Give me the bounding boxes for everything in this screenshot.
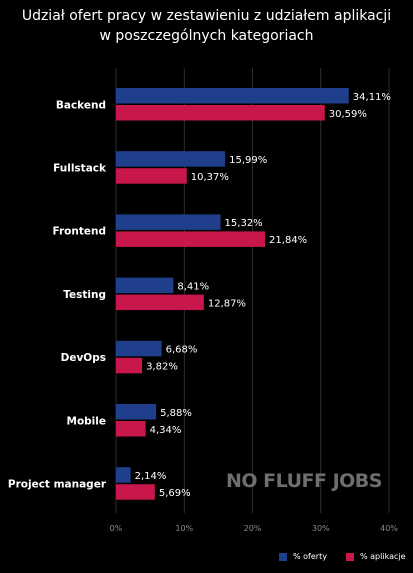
category-label: Project manager xyxy=(8,478,107,490)
bar-applications xyxy=(116,231,266,247)
category-label: Testing xyxy=(63,289,106,301)
data-label-applications: 30,59% xyxy=(329,109,367,120)
bar-offers xyxy=(116,467,131,483)
bar-chart: 0% 10% 20% 30% 40% Backend 34,11% 30,59% Fullsta… xyxy=(8,68,398,533)
bar-applications xyxy=(116,294,204,311)
legend-swatch-offers xyxy=(279,552,287,561)
bar-applications xyxy=(116,484,155,500)
bar-offers xyxy=(116,404,157,420)
data-label-applications: 10,37% xyxy=(191,172,229,183)
data-label-offers: 34,11% xyxy=(353,92,391,103)
data-label-offers: 5,88% xyxy=(160,408,192,419)
x-tick-label: 10% xyxy=(175,524,193,533)
labels: 0% 10% 20% 30% 40% Backend 34,11% 30,59% Fullsta… xyxy=(8,92,398,533)
bar-offers xyxy=(116,277,174,294)
data-label-applications: 4,34% xyxy=(150,425,182,436)
legend-label-offers: % oferty xyxy=(293,552,327,561)
category-label: DevOps xyxy=(61,352,106,364)
bar-offers xyxy=(116,214,221,230)
category-label: Mobile xyxy=(67,415,107,427)
data-label-applications: 12,87% xyxy=(208,298,246,309)
bars xyxy=(116,88,349,500)
legend-label-applications: % aplikacje xyxy=(360,552,406,561)
bar-applications xyxy=(116,105,325,121)
x-tick-label: 20% xyxy=(244,524,262,533)
legend-item-offers: % oferty xyxy=(279,552,327,561)
x-tick-label: 40% xyxy=(380,524,398,533)
bar-applications xyxy=(116,168,187,184)
data-label-offers: 15,99% xyxy=(229,155,267,166)
chart-title-line-1: Udział ofert pracy w zestawieniu z udzia… xyxy=(21,8,392,24)
data-label-applications: 21,84% xyxy=(269,235,307,246)
category-label: Fullstack xyxy=(53,162,107,174)
watermark-logo: NO FLUFF JOBS xyxy=(226,470,382,492)
legend-swatch-applications xyxy=(346,552,354,561)
bar-applications xyxy=(116,421,146,437)
bar-offers xyxy=(116,88,349,104)
data-label-offers: 6,68% xyxy=(166,345,198,356)
data-label-offers: 2,14% xyxy=(135,471,167,482)
legend-item-applications: % aplikacje xyxy=(346,552,406,561)
bar-applications xyxy=(116,357,143,374)
data-label-offers: 8,41% xyxy=(177,281,209,292)
bar-offers xyxy=(116,151,226,167)
bar-offers xyxy=(116,340,162,357)
data-label-applications: 5,69% xyxy=(159,488,191,499)
category-label: Backend xyxy=(56,99,106,111)
chart-title-line-2: w poszczególnych kategoriach xyxy=(99,28,314,44)
category-label: Frontend xyxy=(53,226,107,238)
x-tick-label: 0% xyxy=(110,524,123,533)
chart-title: Udział ofert pracy w zestawieniu z udzia… xyxy=(0,6,413,46)
data-label-applications: 3,82% xyxy=(146,362,178,373)
x-tick-label: 30% xyxy=(312,524,330,533)
data-label-offers: 15,32% xyxy=(225,218,263,229)
